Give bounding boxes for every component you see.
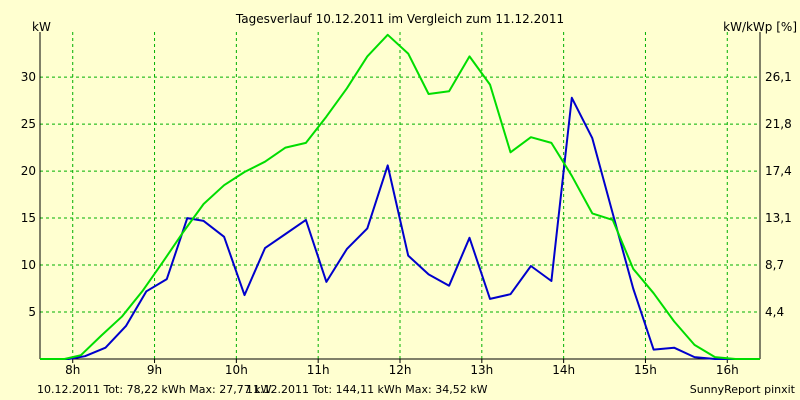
credit-text: SunnyReport pinxit [690,383,796,396]
y-tick-label: 5 [28,305,36,319]
x-tick-label: 9h [147,363,162,377]
y-axis-label-left: kW [32,20,51,34]
legend-series-1: 10.12.2011 Tot: 78,22 kWh Max: 27,77 kW [37,383,272,396]
x-tick-label: 11h [307,363,330,377]
y-axis-label-right: kW/kWp [%] [723,20,797,34]
y2-tick-label: 4,4 [765,305,784,319]
y2-tick-label: 17,4 [765,164,792,178]
x-tick-label: 13h [470,363,493,377]
y-tick-label: 10 [21,258,36,272]
y-tick-label: 15 [21,211,36,225]
x-tick-label: 12h [389,363,412,377]
chart-title: Tagesverlauf 10.12.2011 im Vergleich zum… [235,12,564,26]
y2-tick-label: 21,8 [765,117,792,131]
x-tick-label: 14h [552,363,575,377]
y-tick-label: 25 [21,117,36,131]
y-tick-label: 30 [21,70,36,84]
series-line-2 [40,33,760,360]
y2-tick-label: 13,1 [765,211,792,225]
y-tick-label: 20 [21,164,36,178]
x-tick-label: 8h [65,363,80,377]
x-tick-label: 15h [634,363,657,377]
x-tick-label: 10h [225,363,248,377]
y2-tick-label: 26,1 [765,70,792,84]
legend-series-2: 11.12.2011 Tot: 144,11 kWh Max: 34,52 kW [246,383,488,396]
y2-tick-label: 8,7 [765,258,784,272]
x-tick-label: 16h [716,363,739,377]
